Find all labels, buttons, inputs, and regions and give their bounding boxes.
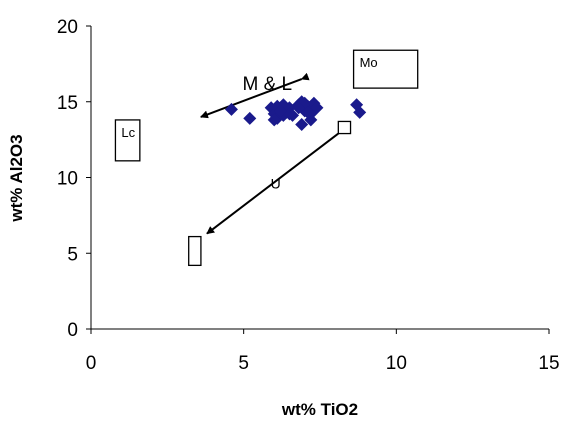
region-box-mo: [352, 49, 419, 89]
region-box-lc: [114, 119, 141, 162]
arrow-line: [206, 132, 339, 235]
arrow-label: U: [271, 176, 281, 192]
y-tick-label: 10: [57, 169, 78, 190]
x-axis-ticks: 0 5 10 15: [86, 329, 560, 374]
data-points: [224, 95, 367, 131]
y-tick-label: 15: [57, 93, 78, 114]
data-point: [295, 117, 309, 131]
data-point: [301, 105, 315, 119]
data-point: [224, 102, 238, 116]
arrow-line: [199, 72, 310, 119]
data-point: [310, 101, 324, 115]
y-axis-title: wt% Al2O3: [7, 134, 26, 222]
x-axis-title: wt% TiO2: [281, 400, 358, 419]
y-tick-label: 5: [67, 244, 78, 265]
annotation-regions: Lc Mo: [114, 49, 419, 267]
data-point: [273, 104, 287, 118]
data-point: [267, 113, 281, 127]
region-box: [188, 235, 202, 267]
y-axis-ticks: 0 5 10 15 20: [57, 17, 91, 341]
x-tick-label: 15: [538, 353, 559, 374]
data-point: [243, 111, 257, 125]
trend-arrows: M & L U: [199, 72, 339, 235]
region-label: Mo: [360, 55, 378, 70]
region-label: Lc: [121, 125, 135, 140]
x-tick-label: 0: [86, 353, 97, 374]
y-tick-label: 20: [57, 17, 78, 38]
x-tick-label: 5: [238, 353, 249, 374]
arrow-label: M & L: [242, 74, 292, 95]
y-tick-label: 0: [67, 320, 78, 341]
x-tick-label: 10: [386, 353, 407, 374]
data-point: [353, 105, 367, 119]
region-box: [337, 120, 352, 135]
data-point: [292, 101, 306, 115]
